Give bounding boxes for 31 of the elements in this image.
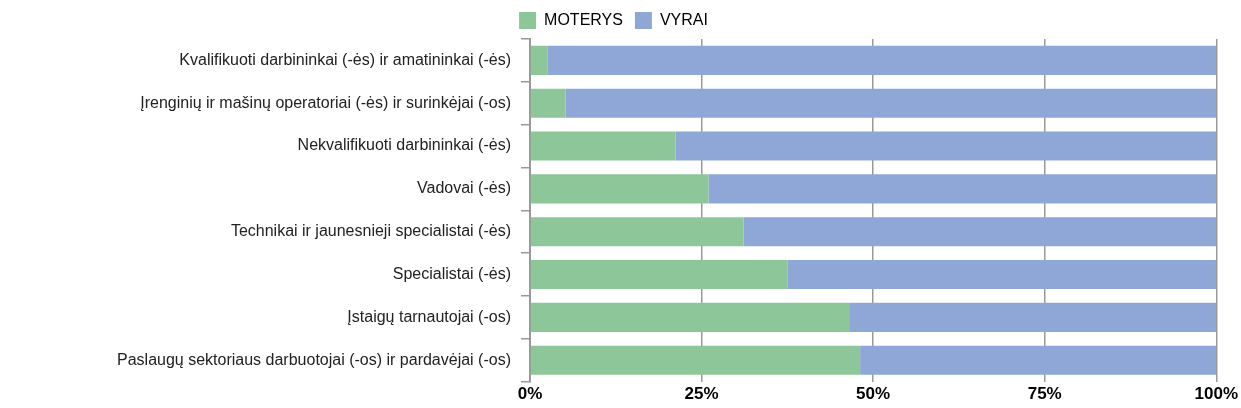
bar	[708, 174, 1217, 204]
x-tick-label: 50%	[856, 384, 891, 404]
x-tick-label: 0%	[517, 384, 543, 404]
bar	[530, 259, 788, 290]
x-tick-label: 25%	[684, 384, 719, 404]
bar	[743, 217, 1217, 247]
bar	[860, 345, 1217, 375]
bar	[547, 45, 1217, 75]
y-tick-label: Įstaigų tarnautojai (-os)	[347, 307, 511, 325]
legend-label: MOTERYS	[544, 10, 623, 28]
bar	[787, 259, 1217, 290]
bar	[530, 302, 850, 332]
bar	[530, 174, 709, 204]
bar	[530, 345, 861, 375]
bar	[849, 302, 1217, 332]
y-tick-label: Nekvalifikuoti darbininkai (-ės)	[297, 136, 511, 154]
legend-label: VYRAI	[659, 10, 708, 28]
y-tick-label: Įrenginių ir mašinų operatoriai (-ės) ir surinkėjai (-os)	[140, 93, 511, 111]
y-tick-label: Vadovai (-ės)	[417, 179, 511, 197]
y-tick-label: Technikai ir jaunesnieji specialistai (-ės)	[230, 222, 511, 240]
bar	[565, 88, 1217, 118]
bar	[675, 131, 1217, 161]
y-tick-label: Specialistai (-ės)	[392, 264, 511, 282]
y-tick-label: Paslaugų sektoriaus darbuotojai (-os) ir pardavėjai (-os)	[117, 350, 511, 368]
bar	[530, 88, 566, 118]
x-tick-label: 75%	[1027, 384, 1062, 404]
bar	[530, 217, 744, 247]
bar	[530, 131, 676, 161]
y-tick-label: Kvalifikuoti darbininkai (-ės) ir amatininkai (-ės)	[179, 50, 511, 68]
bar	[530, 45, 548, 75]
x-tick-label: 100%	[1194, 384, 1238, 404]
